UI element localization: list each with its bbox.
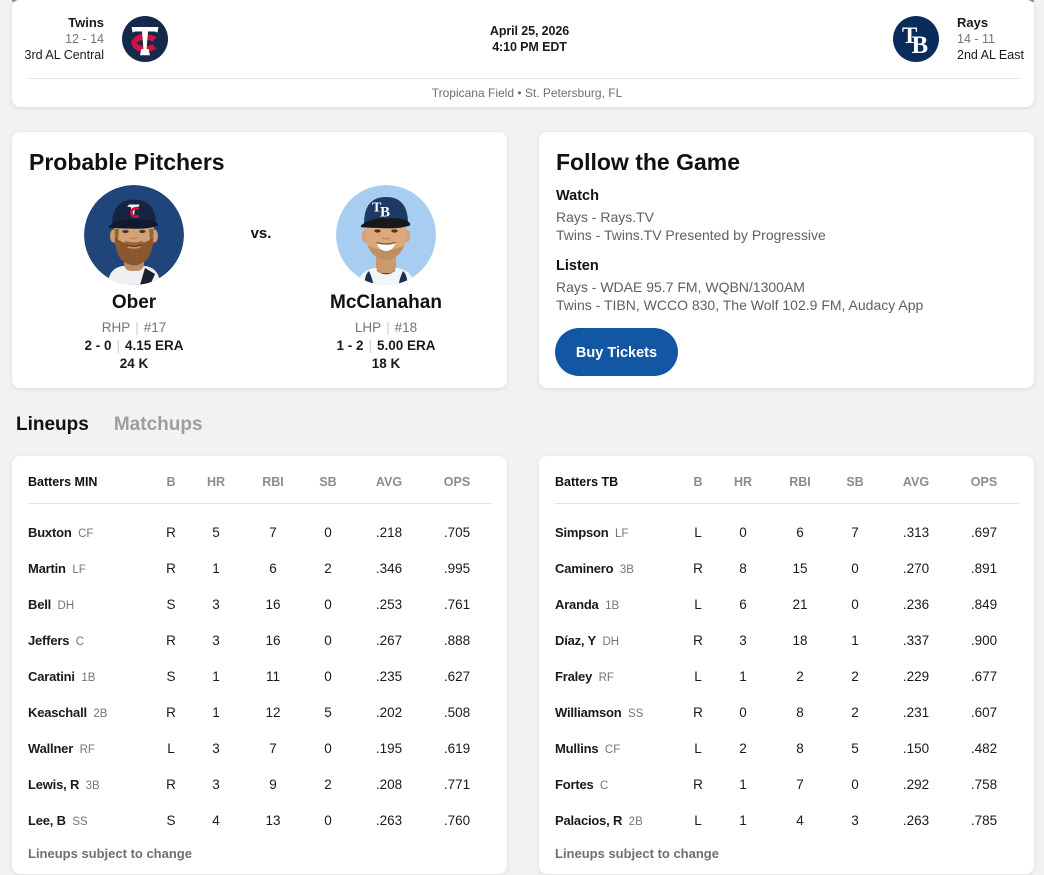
svg-text:B: B xyxy=(912,32,929,59)
svg-text:B: B xyxy=(380,205,390,221)
svg-text:T: T xyxy=(372,201,382,216)
svg-text:T: T xyxy=(902,23,917,48)
